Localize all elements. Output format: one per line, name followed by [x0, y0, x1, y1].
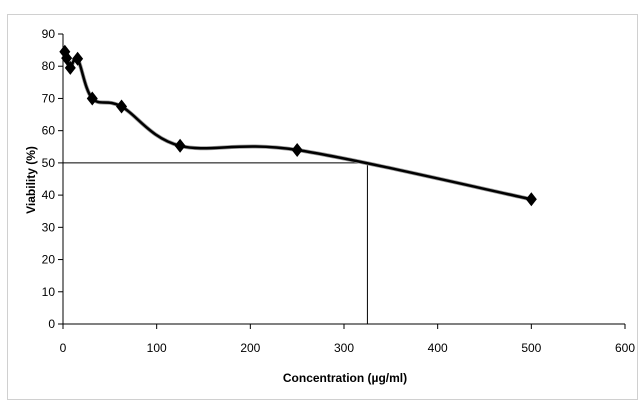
- tick-labels: 0 10 20 30 40 50 60 70 80 90 0 100 200 300 400 500 600: [42, 27, 636, 355]
- x-tick-label: 300: [334, 341, 354, 355]
- x-tick-label: 0: [60, 341, 67, 355]
- series-line-shadow: [62, 51, 532, 202]
- data-point-marker: [72, 51, 84, 66]
- x-axis-title: Concentration (µg/ml): [283, 371, 407, 385]
- x-tick-label: 500: [521, 341, 541, 355]
- x-tick-label: 400: [428, 341, 448, 355]
- y-tick-label: 70: [42, 91, 56, 105]
- y-tick-label: 90: [42, 27, 56, 41]
- y-tick-label: 60: [42, 124, 56, 138]
- y-axis-title: Viability (%): [24, 146, 38, 214]
- y-tick-label: 40: [42, 188, 56, 202]
- y-tick-label: 80: [42, 59, 56, 73]
- y-tick-label: 10: [42, 285, 56, 299]
- x-tick-label: 100: [147, 341, 167, 355]
- y-tick-label: 50: [42, 156, 56, 170]
- reference-lines: [63, 162, 368, 324]
- y-tick-label: 0: [48, 317, 55, 331]
- data-point-marker: [86, 91, 98, 106]
- chart-frame: [7, 14, 638, 400]
- data-point-marker: [61, 51, 73, 66]
- data-point-marker: [174, 138, 186, 153]
- x-tick-label: 200: [240, 341, 260, 355]
- series-layer: [59, 44, 537, 207]
- data-point-marker: [64, 60, 76, 75]
- y-tick-label: 20: [42, 253, 56, 267]
- axes: [58, 33, 626, 329]
- data-point-marker: [525, 192, 537, 207]
- y-tick-label: 30: [42, 220, 56, 234]
- x-tick-label: 600: [615, 341, 635, 355]
- series-line: [63, 51, 532, 201]
- data-point-marker: [116, 99, 128, 114]
- data-point-marker: [291, 143, 303, 157]
